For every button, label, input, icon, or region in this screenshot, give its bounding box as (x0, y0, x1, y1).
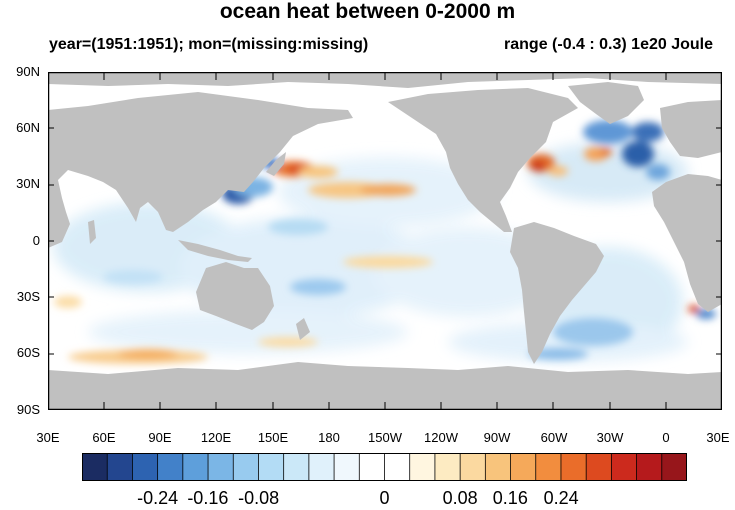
colorbar-swatch (107, 453, 133, 481)
lat-label: 30N (16, 176, 40, 191)
colorbar-swatch (208, 453, 234, 481)
map-ticks (48, 72, 722, 410)
colorbar (82, 453, 687, 481)
lon-label: 150E (257, 430, 289, 445)
lon-label: 120W (424, 430, 458, 445)
colorbar-swatch (157, 453, 184, 481)
ocean-heat-map (48, 72, 722, 410)
colorbar-swatch (334, 453, 360, 481)
colorbar-swatch (434, 453, 461, 481)
madagascar (88, 220, 96, 244)
colorbar-tick-label: 0.16 (492, 488, 528, 508)
colorbar-swatch (384, 453, 411, 481)
lon-label: 60W (540, 430, 568, 445)
north-america (388, 88, 578, 232)
lon-label: 60E (92, 430, 116, 445)
value-range-subtitle: range (-0.4 : 0.3) 1e20 Joule (504, 36, 713, 53)
lat-label: 90N (16, 64, 40, 79)
colorbar-tick-label: 0 (379, 488, 390, 508)
lon-label: 180 (318, 430, 340, 445)
lon-label: 30E (36, 430, 60, 445)
lat-label: 60S (16, 345, 40, 360)
lat-label: 90S (16, 402, 40, 417)
colorbar-swatch (233, 453, 259, 481)
colorbar-tick-label: -0.24 (137, 488, 179, 508)
lon-label: 30E (706, 430, 730, 445)
colorbar-swatch (485, 453, 511, 481)
new-zealand (296, 318, 310, 340)
colorbar-swatch (535, 453, 562, 481)
colorbar-tick-label: 0.08 (442, 488, 478, 508)
colorbar-swatch (258, 453, 284, 481)
lat-label: 60N (16, 120, 40, 135)
colorbar-swatch (460, 453, 486, 481)
lon-label: 150W (368, 430, 402, 445)
lon-label: 0 (662, 430, 670, 445)
plot-title: ocean heat between 0-2000 m (219, 0, 516, 23)
colorbar-swatch (409, 453, 436, 481)
eurasia-africa (48, 92, 353, 248)
colorbar-tick-label: -0.08 (238, 488, 280, 508)
lon-label: 90E (148, 430, 172, 445)
lat-label: 0 (32, 233, 40, 248)
japan (266, 152, 286, 176)
colorbar-swatch (283, 453, 310, 481)
africa (652, 174, 722, 312)
antarctica (48, 362, 722, 410)
colorbar-swatch (611, 453, 637, 481)
colorbar-swatch (132, 453, 158, 481)
colorbar-swatch (636, 453, 663, 481)
colorbar-tick-label: -0.16 (187, 488, 229, 508)
colorbar-swatch (359, 453, 385, 481)
colorbar-swatch (308, 453, 335, 481)
colorbar-swatch (586, 453, 612, 481)
colorbar-swatch (560, 453, 587, 481)
colorbar-swatch (661, 453, 687, 481)
lon-label: 120E (200, 430, 232, 445)
south-america (510, 222, 604, 364)
time-range-subtitle: year=(1951:1951); mon=(missing:missing) (49, 36, 369, 53)
lat-label: 30S (16, 289, 40, 304)
greenland (568, 82, 644, 124)
colorbar-swatch (182, 453, 209, 481)
lon-label: 30W (596, 430, 624, 445)
australia (196, 262, 274, 330)
colorbar-swatch (82, 453, 108, 481)
lon-label: 90W (483, 430, 511, 445)
europe (660, 100, 722, 158)
indonesia (178, 240, 252, 262)
colorbar-tick-label: 0.24 (543, 488, 579, 508)
colorbar-swatch (510, 453, 537, 481)
colorbar-frame (82, 453, 687, 481)
